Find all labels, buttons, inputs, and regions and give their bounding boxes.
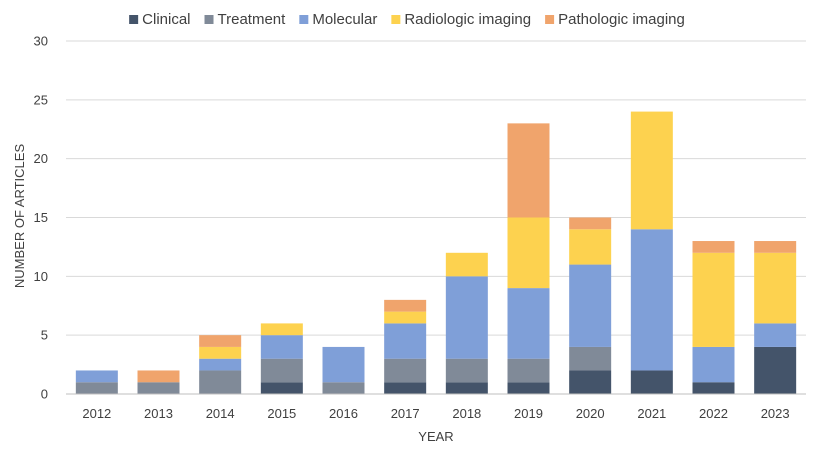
legend-label: Treatment [218, 11, 287, 28]
bar-segment-treatment [445, 358, 488, 383]
bar-segment-radiologic-imaging [199, 346, 242, 359]
bar-segment-clinical [507, 382, 550, 394]
x-tick-label: 2014 [206, 406, 235, 421]
bar-segment-radiologic-imaging [630, 111, 673, 230]
bar-segment-treatment [384, 358, 427, 383]
gridlines [66, 40, 806, 336]
bar-segment-molecular [692, 346, 735, 383]
y-tick-label: 0 [41, 387, 48, 402]
y-tick-label: 30 [34, 34, 48, 49]
x-tick-label: 2017 [391, 406, 420, 421]
bar-segment-treatment [507, 358, 550, 383]
legend-item: Clinical [129, 11, 191, 28]
legend-label: Radiologic imaging [404, 11, 531, 28]
legend-label: Molecular [312, 11, 377, 28]
bar-segment-molecular [260, 335, 303, 359]
x-axis-title: YEAR [418, 429, 453, 444]
bar-segment-treatment [137, 382, 180, 394]
x-tick-label: 2023 [761, 406, 790, 421]
y-tick-label: 25 [34, 92, 48, 107]
bar-segment-molecular [75, 370, 118, 383]
bar-segment-pathologic-imaging [137, 370, 180, 383]
y-tick-label: 10 [34, 269, 48, 284]
bar-segment-radiologic-imaging [260, 323, 303, 336]
x-tick-label: 2013 [144, 406, 173, 421]
bar-segment-molecular [322, 346, 365, 383]
bar-segment-radiologic-imaging [507, 217, 550, 289]
x-tick-label: 2016 [329, 406, 358, 421]
bar-segment-radiologic-imaging [384, 311, 427, 324]
x-tick-label: 2012 [82, 406, 111, 421]
y-tick-label: 20 [34, 151, 48, 166]
bar-segment-pathologic-imaging [199, 335, 242, 347]
y-axis-title: NUMBER OF ARTICLES [12, 144, 27, 289]
bar-segment-treatment [199, 370, 242, 394]
legend-item: Radiologic imaging [391, 11, 531, 28]
bar-segment-treatment [75, 382, 118, 394]
bar-segment-clinical [692, 382, 735, 394]
x-tick-label: 2020 [576, 406, 605, 421]
bar-segment-molecular [199, 358, 242, 371]
y-tick-label: 5 [41, 328, 48, 343]
bar-segment-molecular [384, 323, 427, 359]
legend-item: Pathologic imaging [545, 11, 685, 28]
legend-item: Molecular [299, 11, 377, 28]
bar-segment-pathologic-imaging [569, 217, 612, 230]
y-tick-label: 15 [34, 210, 48, 225]
bar-segment-molecular [630, 229, 673, 371]
bar-segment-molecular [507, 288, 550, 359]
legend-swatch [545, 15, 555, 24]
bar-segment-treatment [260, 358, 303, 383]
legend-swatch [299, 15, 309, 24]
bar-segment-clinical [384, 382, 427, 394]
bar-segment-radiologic-imaging [754, 252, 797, 324]
bar-segment-molecular [445, 276, 488, 359]
bar-segment-treatment [322, 382, 365, 394]
legend: Clinical Treatment Molecular Radiologic ima… [129, 11, 685, 28]
x-axis-ticks: 2012 2013 2014 2015 2016 2017 2018 2019 2020 2021… [82, 406, 789, 421]
bar-segment-clinical [754, 346, 797, 394]
legend-swatch [204, 15, 214, 24]
legend-swatch [129, 15, 139, 24]
legend-label: Pathologic imaging [558, 11, 685, 28]
bar-segment-treatment [569, 346, 612, 371]
legend-label: Clinical [142, 11, 190, 28]
x-tick-label: 2022 [699, 406, 728, 421]
bars [75, 111, 797, 394]
bar-segment-pathologic-imaging [384, 299, 427, 312]
bar-segment-clinical [630, 370, 673, 394]
legend-item: Treatment [204, 11, 287, 28]
y-axis-ticks: 0 5 10 15 20 25 30 [34, 34, 48, 402]
bar-segment-radiologic-imaging [569, 229, 612, 265]
bar-segment-pathologic-imaging [507, 123, 550, 218]
bar-segment-clinical [569, 370, 612, 394]
bar-segment-pathologic-imaging [754, 241, 797, 253]
x-tick-label: 2015 [267, 406, 296, 421]
bar-segment-molecular [569, 264, 612, 347]
x-tick-label: 2019 [514, 406, 543, 421]
legend-swatch [391, 15, 401, 24]
bar-segment-molecular [754, 323, 797, 347]
bar-segment-radiologic-imaging [445, 252, 488, 277]
x-tick-label: 2021 [637, 406, 666, 421]
bar-segment-clinical [445, 382, 488, 394]
bar-segment-radiologic-imaging [692, 252, 735, 347]
x-tick-label: 2018 [452, 406, 481, 421]
bar-segment-pathologic-imaging [692, 241, 735, 253]
bar-segment-clinical [260, 382, 303, 394]
